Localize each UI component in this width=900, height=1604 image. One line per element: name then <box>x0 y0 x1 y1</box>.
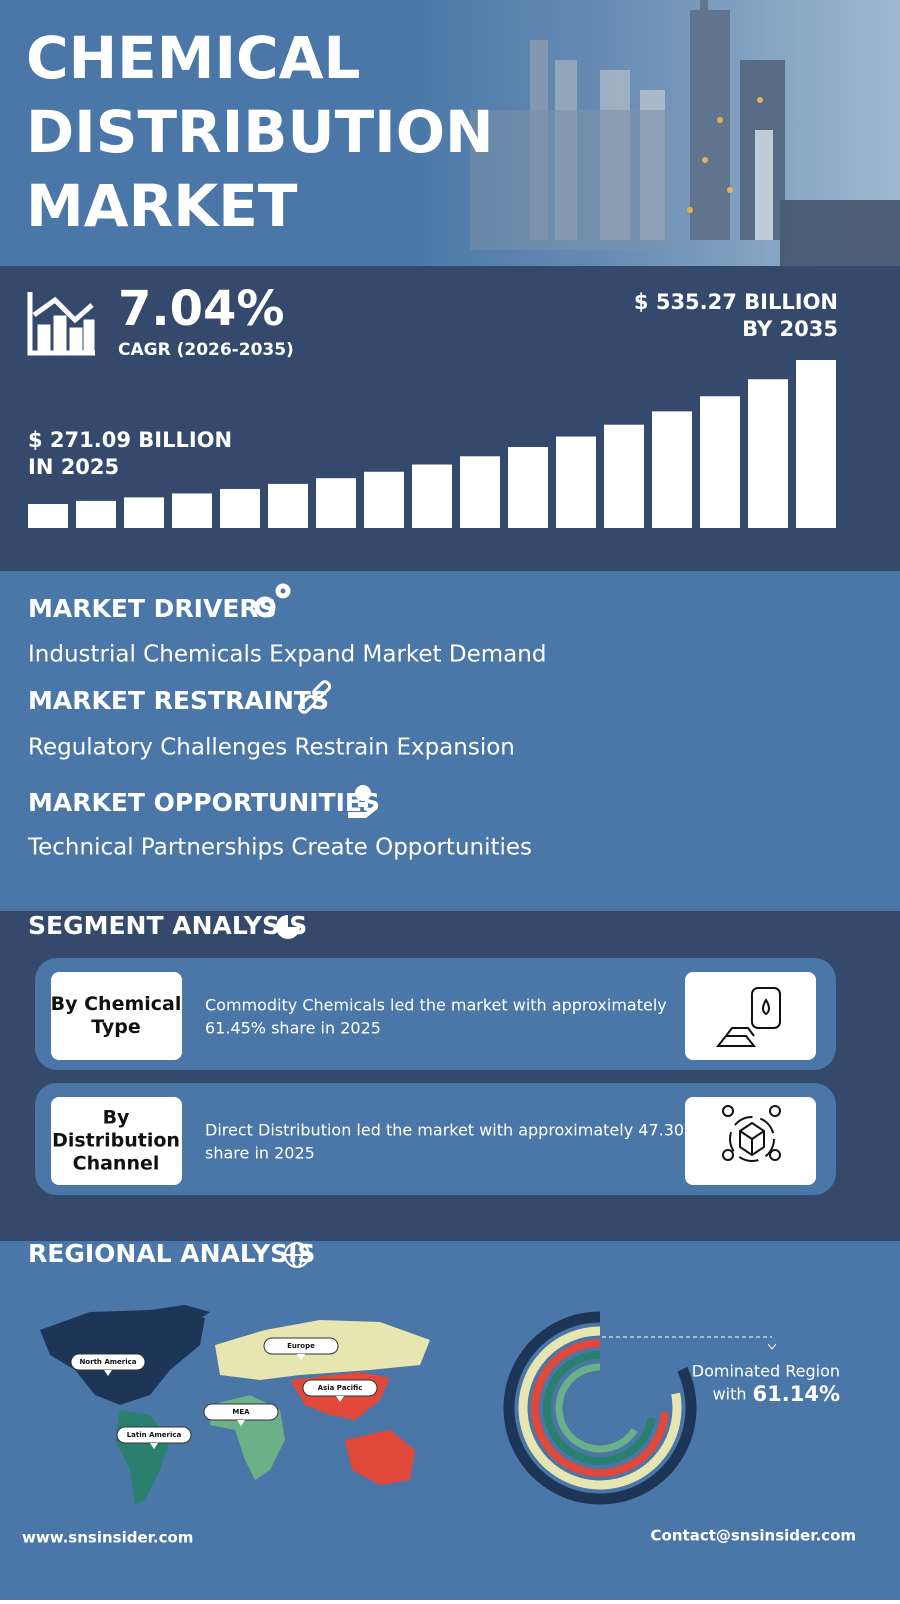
ring-arc <box>531 1339 669 1477</box>
growth-bar <box>796 360 836 528</box>
globe-icon <box>284 1242 310 1268</box>
region-label: Europe <box>287 1342 315 1350</box>
icon-box <box>685 1097 816 1185</box>
region-label: Asia Pacific <box>318 1384 363 1392</box>
ring-arc <box>503 1311 697 1505</box>
label-tail <box>104 1370 112 1376</box>
growth-bar <box>172 493 212 528</box>
growth-bar <box>508 447 548 528</box>
cycle <box>729 1116 775 1162</box>
segment-text: 61.45% share in 2025 <box>205 1019 381 1038</box>
pin <box>722 1149 734 1161</box>
growth-bar <box>76 500 116 528</box>
segment-text: share in 2025 <box>205 1144 315 1163</box>
growth-bar <box>412 464 452 528</box>
segment-icon <box>722 1105 781 1162</box>
region-rings <box>503 1311 697 1505</box>
growth-bar <box>316 478 356 528</box>
growth-bar <box>460 456 500 528</box>
bricks <box>715 1027 757 1047</box>
segment-label: Distribution <box>52 1130 180 1152</box>
icon-box <box>685 972 816 1060</box>
chart-icon <box>27 292 95 356</box>
title-line: MARKET <box>26 172 298 240</box>
section-heading: MARKET DRIVERS <box>28 594 277 623</box>
pie-icon <box>276 915 300 939</box>
section-heading: MARKET RESTRAINTS <box>28 686 329 715</box>
cagr-label: CAGR (2026-2035) <box>118 340 294 360</box>
segment-label: By Chemical <box>51 993 182 1015</box>
label-box <box>51 1097 182 1185</box>
ring-arc <box>555 1363 638 1453</box>
barrel <box>751 987 781 1029</box>
title-line: DISTRIBUTION <box>26 98 494 166</box>
region-label: Latin America <box>127 1431 182 1439</box>
growth-bars <box>28 360 836 528</box>
pin <box>769 1105 781 1117</box>
growth-bar <box>220 488 260 528</box>
growth-bar <box>556 436 596 528</box>
dominated-prefix: with <box>713 1385 747 1404</box>
section-text: Technical Partnerships Create Opportunit… <box>27 835 532 861</box>
label-tail <box>336 1396 344 1402</box>
factory-illustration <box>470 0 900 266</box>
end-value: $ 535.27 BILLION <box>634 290 838 314</box>
section-heading: REGIONAL ANALYSIS <box>28 1239 315 1268</box>
growth-bar <box>748 379 788 528</box>
end-year: BY 2035 <box>742 317 838 341</box>
segment-label: Channel <box>73 1153 160 1175</box>
growth-bar <box>652 411 692 528</box>
section-heading: SEGMENT ANALYSIS <box>28 911 307 940</box>
contact: Contact@snsinsider.com <box>651 1527 856 1545</box>
growth-bar <box>28 504 68 528</box>
segment-icon <box>715 987 781 1047</box>
growth-bar <box>364 471 404 528</box>
dominated-value: 61.14% <box>753 1382 840 1406</box>
segment-label: By <box>103 1107 130 1129</box>
ring-arc <box>518 1326 682 1490</box>
idea-icon <box>348 785 376 818</box>
growth-bar <box>604 424 644 528</box>
dominated-label: Dominated Region <box>692 1362 840 1381</box>
label-tail <box>150 1443 158 1449</box>
segment-card <box>35 1083 836 1195</box>
start-value: $ 271.09 BILLION <box>28 428 232 452</box>
section-text: Regulatory Challenges Restrain Expansion <box>28 735 515 761</box>
region-label: North America <box>79 1358 136 1366</box>
pin <box>722 1105 734 1117</box>
label-tail <box>237 1420 245 1426</box>
drop <box>762 998 770 1016</box>
region-label: MEA <box>232 1408 250 1416</box>
segment-label: Type <box>91 1016 141 1038</box>
segment-text: Commodity Chemicals led the market with … <box>205 996 667 1015</box>
pin <box>769 1149 781 1161</box>
cagr-value: 7.04% <box>118 281 285 337</box>
section-text: Industrial Chemicals Expand Market Deman… <box>28 642 546 668</box>
start-year: IN 2025 <box>28 455 119 479</box>
link-icon <box>297 680 332 714</box>
growth-bar <box>268 483 308 528</box>
map-labels: North America Europe Asia Pacific MEA Latin … <box>70 1337 378 1449</box>
growth-bar <box>700 396 740 528</box>
gear-icon <box>254 583 291 618</box>
segment-text: Direct Distribution led the market with … <box>205 1121 699 1140</box>
growth-bar <box>124 497 164 528</box>
label-box <box>51 972 182 1060</box>
section-heading: MARKET OPPORTUNITIES <box>28 788 380 817</box>
box <box>739 1121 765 1157</box>
website: www.snsinsider.com <box>22 1529 193 1547</box>
segment-card <box>35 958 836 1070</box>
ring-arc <box>543 1351 656 1465</box>
title-line: CHEMICAL <box>26 24 360 92</box>
label-tail <box>297 1354 305 1360</box>
pointer-arrow <box>767 1343 777 1350</box>
dynamics-bg <box>0 571 900 911</box>
